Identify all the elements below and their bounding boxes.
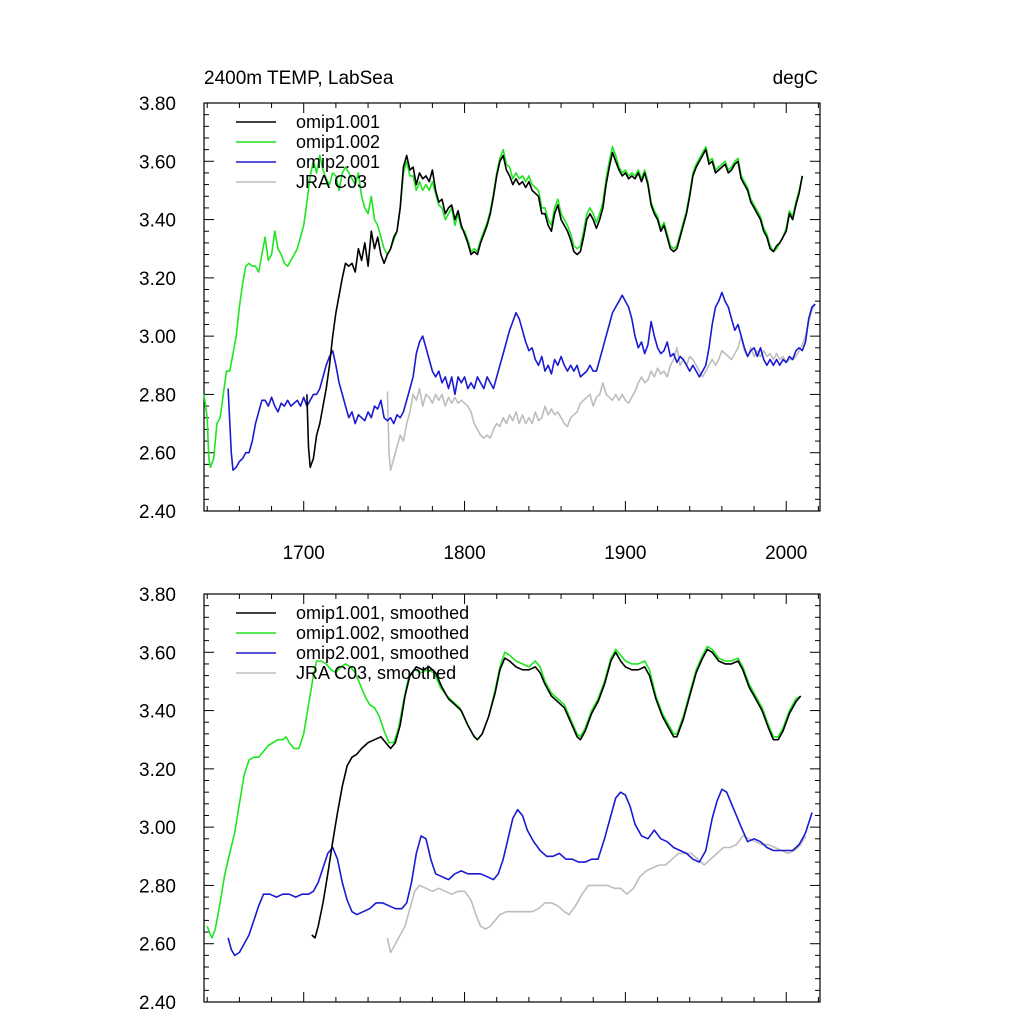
- legend-label: omip1.002, smoothed: [296, 623, 469, 643]
- legend-label: omip1.002: [296, 132, 380, 152]
- legend-label: omip2.001, smoothed: [296, 643, 469, 663]
- series-line-omip1-001: [306, 148, 804, 469]
- y-tick-label: 3.00: [139, 327, 176, 348]
- y-tick-label: 2.80: [139, 385, 176, 406]
- series-line-jra-c03: [386, 303, 816, 471]
- panel-bottom: 2.40 2.60 2.80 3.00 3.20 3.40 3.60 3.80 omip1.00…: [139, 585, 821, 1014]
- chart-units: degC: [773, 68, 818, 89]
- legend-label: omip1.001, smoothed: [296, 603, 469, 623]
- y-tick-label: 3.80: [139, 94, 176, 115]
- series-line-omip1-001: [311, 648, 802, 939]
- x-tick-label: 1900: [604, 543, 646, 564]
- legend-label: JRA C03: [296, 172, 367, 192]
- y-tick-label: 3.60: [139, 643, 176, 664]
- y-tick-label: 2.60: [139, 444, 176, 465]
- series-line-omip2-001: [227, 291, 816, 471]
- series-line-omip1-002: [206, 645, 802, 939]
- series-line-omip1-002: [203, 145, 804, 469]
- y-tick-label: 3.60: [139, 152, 176, 173]
- y-tick-label: 3.40: [139, 702, 176, 723]
- x-tick-label: 2000: [765, 543, 807, 564]
- plot-frame: [203, 593, 821, 1003]
- legend-label: JRA C03, smoothed: [296, 663, 456, 683]
- legend-label: omip2.001: [296, 152, 380, 172]
- y-tick-label: 3.20: [139, 760, 176, 781]
- y-tick-label: 3.40: [139, 211, 176, 232]
- y-tick-label: 3.20: [139, 269, 176, 290]
- x-tick-label: 1800: [443, 543, 485, 564]
- y-tick-label: 2.60: [139, 935, 176, 956]
- y-tick-label: 3.00: [139, 818, 176, 839]
- x-tick-label: 1700: [283, 543, 325, 564]
- series-line-jra-c03: [386, 835, 807, 954]
- y-tick-label: 3.80: [139, 585, 176, 606]
- series-line-omip2-001: [227, 788, 813, 957]
- legend-label: omip1.001: [296, 112, 380, 132]
- y-tick-label: 2.80: [139, 876, 176, 897]
- y-tick-label: 2.40: [139, 502, 176, 523]
- y-tick-label: 2.40: [139, 993, 176, 1014]
- panel-top: 2400m TEMP, LabSea degC 2.40 2.60 2.80 3.00…: [139, 68, 821, 564]
- plot-frame: [203, 102, 821, 512]
- chart-title: 2400m TEMP, LabSea: [204, 68, 394, 89]
